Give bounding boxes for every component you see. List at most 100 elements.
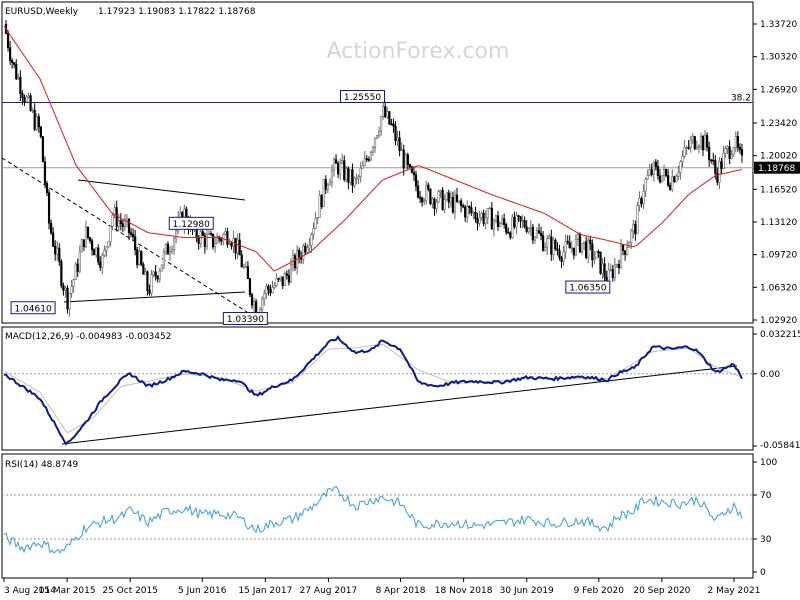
candle-body — [216, 236, 219, 244]
candle-body — [252, 301, 256, 306]
time-tick-label: 8 Apr 2018 — [376, 586, 426, 596]
candle-body — [539, 232, 543, 237]
candle-body — [306, 247, 309, 253]
candle-body — [56, 247, 59, 255]
candle-body — [281, 276, 284, 286]
price-annotation-box — [168, 216, 214, 230]
candle-body — [509, 232, 512, 238]
candle-body — [404, 154, 407, 169]
candle-body — [410, 166, 414, 173]
candle-body — [158, 270, 161, 280]
candle-body — [314, 218, 317, 229]
candle-body — [322, 179, 325, 208]
candle-body — [13, 62, 16, 65]
candle-body — [412, 172, 416, 176]
candle-body — [197, 237, 200, 244]
candle-body — [445, 192, 448, 200]
candle-body — [375, 135, 379, 139]
candle-body — [418, 196, 422, 199]
candle-body — [562, 251, 565, 262]
candle-body — [6, 33, 10, 49]
candle-body — [263, 293, 266, 300]
candle-body — [484, 217, 487, 224]
candle-body — [451, 197, 455, 213]
time-tick-label: 30 Jun 2019 — [500, 586, 554, 596]
candle-body — [439, 189, 442, 193]
candle-body — [435, 201, 438, 209]
candle-body — [572, 247, 575, 256]
candle-body — [427, 184, 430, 190]
candle-body — [78, 251, 81, 272]
candle-body — [320, 195, 323, 208]
candle-body — [472, 212, 475, 214]
candle-body — [447, 192, 450, 203]
candle-body — [72, 279, 75, 287]
candle-body — [244, 266, 247, 268]
candle-body — [634, 223, 637, 235]
chart-header: EURUSD,Weekly 1.17923 1.19083 1.17822 1.… — [5, 7, 256, 17]
candle-body — [478, 217, 481, 224]
ohlc-readout: 1.17923 1.19083 1.17822 1.18768 — [98, 7, 256, 17]
candle-body — [25, 96, 28, 102]
candle-body — [168, 251, 172, 255]
candle-body — [41, 136, 44, 163]
time-tick-label: 18 Nov 2018 — [435, 586, 493, 596]
candle-body — [644, 178, 647, 192]
candle-body — [566, 240, 569, 244]
candle-body — [640, 198, 643, 204]
candle-body — [173, 238, 176, 250]
price-axis: 1.33720 1.30320 1.26920 1.23420 1.20020 1.165… — [731, 20, 800, 326]
price-annotation-label: 1.06350 — [569, 284, 606, 294]
candle-body — [330, 169, 334, 183]
candle-body — [43, 161, 47, 184]
time-tick-label: 27 Aug 2017 — [300, 586, 358, 596]
macd-title: MACD(12,26,9) -0.004983 -0.003452 — [5, 332, 171, 342]
candle-body — [175, 230, 178, 239]
candle-body — [550, 236, 553, 255]
macd-tick-label: 0.00 — [760, 370, 780, 380]
price-annotation-box — [565, 280, 611, 294]
triangle-lower-line — [63, 291, 246, 303]
candle-body — [482, 213, 485, 224]
candle-body — [470, 207, 473, 214]
candle-body — [703, 134, 707, 151]
rsi-title: RSI(14) 48.8749 — [5, 460, 78, 470]
candle-body — [695, 146, 698, 150]
candle-body — [394, 125, 397, 141]
macd-tick-label: -0.058413 — [760, 441, 800, 451]
candle-body — [343, 160, 346, 180]
candle-body — [302, 245, 305, 260]
candle-body — [589, 239, 592, 245]
candle-body — [109, 225, 112, 243]
candle-body — [123, 220, 126, 228]
candle-body — [697, 145, 700, 148]
candle-body — [662, 168, 666, 176]
candle-body — [164, 243, 168, 253]
candle-body — [121, 223, 124, 228]
candle-body — [724, 148, 727, 154]
candle-body — [658, 175, 662, 183]
candle-body — [265, 285, 268, 294]
candle-body — [685, 147, 688, 149]
macd-graphics — [2, 335, 753, 446]
candle-body — [500, 218, 504, 224]
candle-body — [650, 169, 653, 175]
candle-body — [49, 222, 53, 234]
price-panel-frame — [1, 1, 754, 324]
candle-body — [70, 286, 73, 294]
price-annotation-box — [340, 90, 386, 104]
candle-body — [414, 174, 418, 187]
time-tick-label: 15 Mar 2015 — [39, 586, 96, 596]
candle-body — [99, 261, 102, 268]
candle-body — [380, 116, 383, 132]
candle-body — [503, 218, 506, 225]
candle-body — [52, 232, 55, 247]
candle-body — [537, 230, 541, 234]
candle-body — [156, 275, 159, 280]
candle-body — [585, 241, 588, 258]
candle-body — [230, 243, 233, 247]
candle-body — [324, 179, 327, 190]
candle-body — [468, 205, 471, 208]
candle-body — [336, 163, 340, 175]
candle-body — [88, 237, 92, 242]
